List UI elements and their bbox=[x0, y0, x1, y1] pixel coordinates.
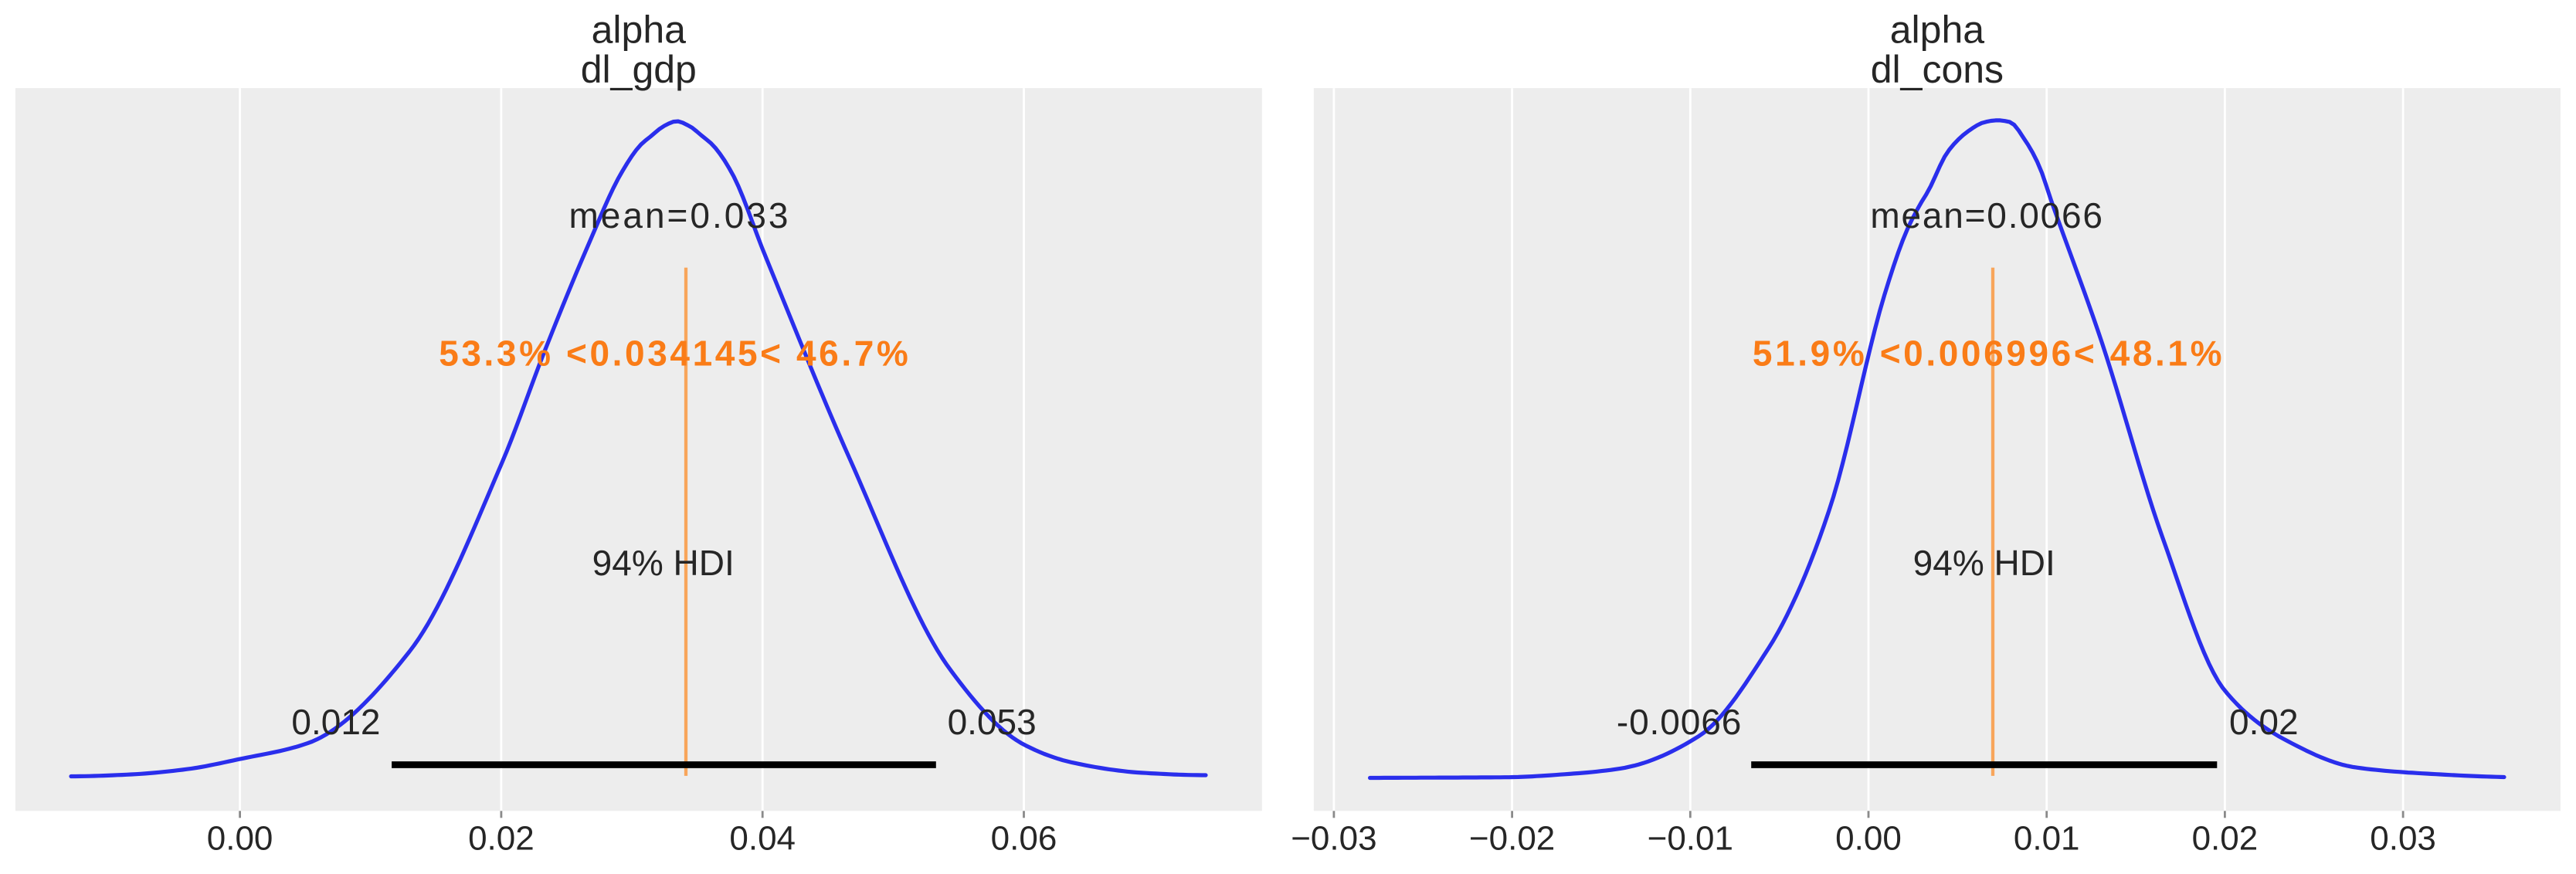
svg-text:0.04: 0.04 bbox=[729, 820, 796, 858]
svg-text:0.00: 0.00 bbox=[1835, 820, 1902, 858]
svg-text:alpha: alpha bbox=[1890, 8, 1985, 52]
svg-text:94% HDI: 94% HDI bbox=[1913, 543, 2055, 583]
svg-text:0.02: 0.02 bbox=[2229, 702, 2299, 742]
svg-text:dl_gdp: dl_gdp bbox=[581, 48, 697, 91]
svg-text:mean=0.033: mean=0.033 bbox=[568, 195, 790, 235]
svg-text:dl_cons: dl_cons bbox=[1871, 48, 2004, 91]
svg-text:0.00: 0.00 bbox=[207, 820, 273, 858]
svg-text:−0.03: −0.03 bbox=[1291, 820, 1376, 858]
svg-text:0.053: 0.053 bbox=[948, 702, 1037, 742]
svg-text:53.3% <0.034145< 46.7%: 53.3% <0.034145< 46.7% bbox=[439, 333, 911, 373]
svg-text:alpha: alpha bbox=[592, 8, 687, 52]
svg-text:−0.02: −0.02 bbox=[1469, 820, 1555, 858]
svg-text:0.02: 0.02 bbox=[468, 820, 535, 858]
svg-text:-0.0066: -0.0066 bbox=[1617, 702, 1742, 742]
svg-text:51.9% <0.006996< 48.1%: 51.9% <0.006996< 48.1% bbox=[1753, 333, 2225, 373]
svg-text:0.06: 0.06 bbox=[991, 820, 1057, 858]
svg-text:−0.01: −0.01 bbox=[1648, 820, 1733, 858]
svg-text:0.01: 0.01 bbox=[2014, 820, 2080, 858]
svg-text:0.02: 0.02 bbox=[2192, 820, 2259, 858]
svg-text:mean=0.0066: mean=0.0066 bbox=[1870, 195, 2103, 235]
svg-text:0.03: 0.03 bbox=[2370, 820, 2436, 858]
svg-text:0.012: 0.012 bbox=[291, 702, 380, 742]
svg-text:94% HDI: 94% HDI bbox=[592, 543, 735, 583]
